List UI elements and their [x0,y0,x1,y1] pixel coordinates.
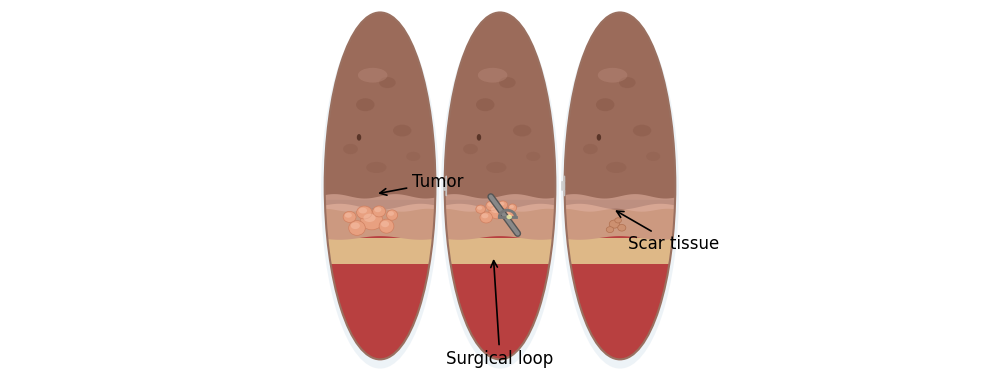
Ellipse shape [361,211,383,230]
Ellipse shape [526,152,540,161]
Ellipse shape [379,219,394,233]
Ellipse shape [463,144,478,154]
Ellipse shape [633,125,651,137]
Ellipse shape [619,77,636,88]
Ellipse shape [504,212,510,217]
Text: Surgical loop: Surgical loop [446,261,554,368]
Ellipse shape [498,201,508,209]
Polygon shape [559,194,681,212]
Polygon shape [445,12,555,200]
Ellipse shape [379,77,396,88]
Ellipse shape [506,215,512,219]
Ellipse shape [565,12,675,359]
Ellipse shape [508,204,517,212]
Ellipse shape [503,211,514,221]
Ellipse shape [480,212,492,223]
FancyArrowPatch shape [562,176,565,196]
Polygon shape [565,186,675,359]
Ellipse shape [606,162,626,173]
Ellipse shape [561,14,679,369]
Polygon shape [319,204,441,240]
Ellipse shape [373,206,386,217]
Ellipse shape [487,202,494,206]
Polygon shape [445,186,555,359]
Ellipse shape [499,77,516,88]
Ellipse shape [476,98,494,111]
Ellipse shape [509,205,514,208]
Polygon shape [559,238,681,264]
Polygon shape [439,194,561,212]
Polygon shape [319,238,441,264]
Ellipse shape [349,221,365,235]
Ellipse shape [387,210,398,220]
Ellipse shape [388,211,394,216]
Ellipse shape [583,144,598,154]
Polygon shape [565,12,675,200]
Ellipse shape [374,207,381,212]
Polygon shape [325,12,435,200]
Polygon shape [325,186,435,359]
Ellipse shape [491,207,500,213]
Ellipse shape [366,162,387,173]
Ellipse shape [486,201,498,211]
Ellipse shape [615,218,621,223]
Ellipse shape [489,205,506,219]
Ellipse shape [606,227,614,233]
Ellipse shape [481,213,488,218]
Polygon shape [565,186,675,359]
Ellipse shape [598,68,627,83]
Ellipse shape [351,223,360,229]
Ellipse shape [406,152,420,161]
Ellipse shape [359,208,367,214]
Ellipse shape [513,125,531,137]
Ellipse shape [499,202,504,206]
Ellipse shape [477,134,481,141]
Polygon shape [559,204,681,240]
Ellipse shape [596,98,614,111]
Ellipse shape [363,214,376,222]
Ellipse shape [358,68,387,83]
Polygon shape [439,238,561,264]
Ellipse shape [321,14,439,369]
Ellipse shape [393,125,411,137]
Ellipse shape [345,213,352,218]
Polygon shape [325,186,435,359]
Ellipse shape [476,205,485,213]
Text: Tumor: Tumor [380,173,464,195]
Polygon shape [445,186,555,359]
Ellipse shape [597,134,601,141]
Ellipse shape [445,12,555,359]
Ellipse shape [486,162,506,173]
Ellipse shape [357,134,361,141]
Ellipse shape [343,211,356,223]
Ellipse shape [618,224,626,231]
Ellipse shape [325,12,435,359]
Ellipse shape [646,152,660,161]
Ellipse shape [441,14,559,369]
Ellipse shape [356,98,375,111]
Polygon shape [439,204,561,240]
Ellipse shape [477,206,482,210]
Ellipse shape [343,144,358,154]
Ellipse shape [478,68,507,83]
Ellipse shape [357,206,372,219]
Polygon shape [319,194,441,212]
Ellipse shape [381,221,389,227]
FancyArrowPatch shape [444,176,446,196]
Text: Scar tissue: Scar tissue [617,211,720,253]
Ellipse shape [609,220,620,228]
